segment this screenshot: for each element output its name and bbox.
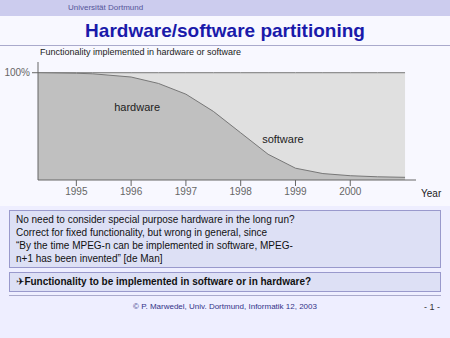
html-text:n+1 has been invented” [de Man: n+1 has been invented” [de Man] <box>16 253 163 264</box>
svg-text:1995: 1995 <box>65 186 88 197</box>
svg-text:1996: 1996 <box>120 186 143 197</box>
html-text:© P. Marwedel, Univ. Dortmund,: © P. Marwedel, Univ. Dortmund, Informati… <box>133 302 317 311</box>
svg-text:Year: Year <box>421 188 442 199</box>
svg-text:software: software <box>262 133 304 145</box>
svg-text:100%: 100% <box>8 67 30 78</box>
html-text:“By the time MPEG-n can be imp: “By the time MPEG-n can be implemented i… <box>16 240 293 251</box>
html-text:Hardware/software partitioning: Hardware/software partitioning <box>85 20 365 41</box>
svg-text:1997: 1997 <box>175 186 198 197</box>
html-text:Universität Dortmund: Universität Dortmund <box>68 3 144 12</box>
svg-text:1998: 1998 <box>230 186 253 197</box>
svg-text:2000: 2000 <box>339 186 362 197</box>
html-text:- 1 -: - 1 - <box>424 302 440 312</box>
html-text:Functionality implemented in h: Functionality implemented in hardware or… <box>40 47 242 57</box>
html-text:No need to consider special pu: No need to consider special purpose hard… <box>16 214 295 225</box>
html-text:Correct for fixed functionalit: Correct for fixed functionality, but wro… <box>16 227 268 238</box>
svg-text:hardware: hardware <box>114 101 160 113</box>
svg-text:1999: 1999 <box>284 186 307 197</box>
html-text:✈Functionality to be implement: ✈Functionality to be implemented in soft… <box>16 276 312 287</box>
